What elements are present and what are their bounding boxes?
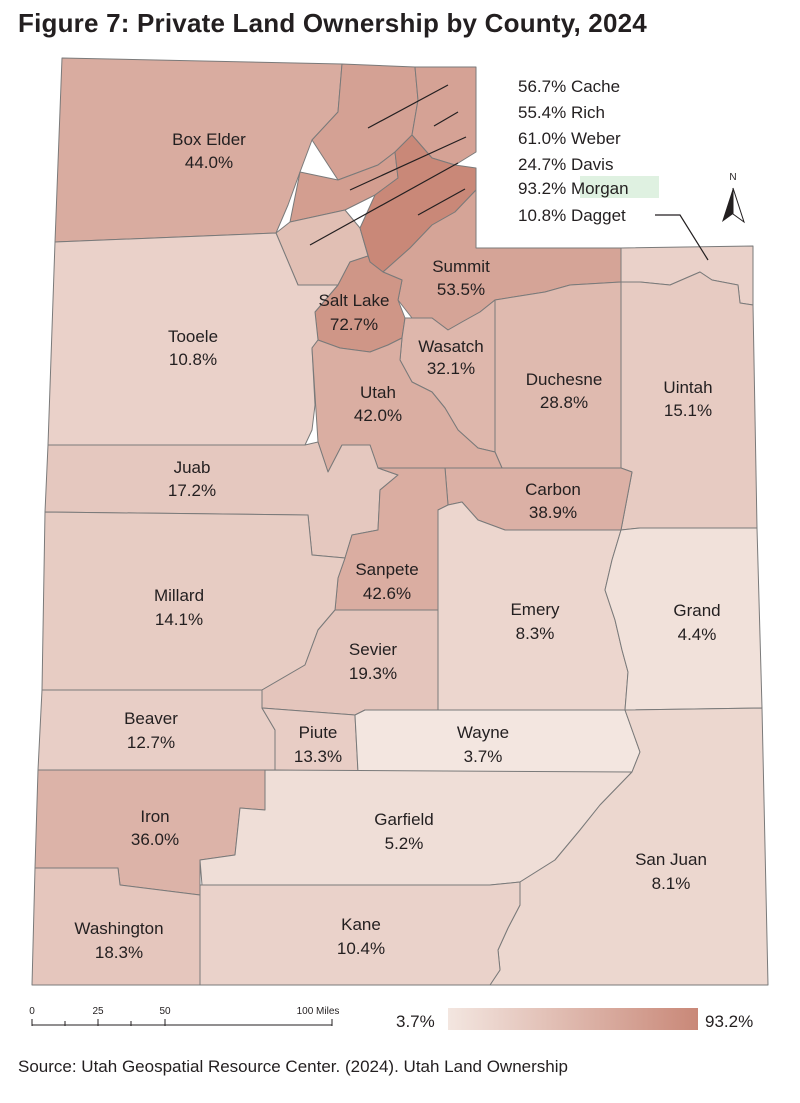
callout-morgan: 93.2% Morgan: [518, 179, 629, 198]
scale-tick-25: 25: [92, 1006, 104, 1017]
north-label: N: [729, 172, 736, 183]
legend-min: 3.7%: [396, 1012, 435, 1031]
color-legend: 3.7% 93.2%: [396, 1008, 753, 1031]
label-summit: Summit 53.5%: [432, 257, 490, 299]
legend-gradient-bar: [448, 1008, 698, 1030]
callout-leaders: [309, 84, 709, 261]
legend-max: 93.2%: [705, 1012, 753, 1031]
scale-tick-0: 0: [29, 1006, 35, 1017]
label-beaver: Beaver 12.7%: [124, 709, 178, 752]
label-washington: Washington 18.3%: [74, 919, 163, 962]
scale-bar: 0 25 50 100 Miles: [29, 1006, 339, 1026]
scale-tick-100: 100 Miles: [297, 1006, 340, 1017]
label-utah: Utah 42.0%: [354, 383, 402, 425]
callout-labels: 56.7% Cache 55.4% Rich 61.0% Weber 24.7%…: [518, 77, 659, 225]
north-arrow-icon: N: [722, 172, 745, 224]
label-wasatch: Wasatch 32.1%: [418, 337, 484, 378]
callout-cache: 56.7% Cache: [518, 77, 620, 96]
morgan-highlight: [580, 176, 659, 198]
label-garfield: Garfield 5.2%: [374, 810, 434, 853]
label-emery: Emery 8.3%: [510, 600, 560, 643]
figure-title: Figure 7: Private Land Ownership by Coun…: [18, 8, 647, 38]
label-duchesne: Duchesne 28.8%: [526, 370, 603, 412]
county-kane[interactable]: [199, 881, 521, 986]
label-juab: Juab 17.2%: [168, 458, 216, 500]
label-kane: Kane 10.4%: [337, 915, 385, 958]
county-grand[interactable]: [604, 527, 763, 711]
label-salt-lake: Salt Lake 72.7%: [319, 291, 390, 334]
utah-county-map: 56.7% Cache 55.4% Rich 61.0% Weber 24.7%…: [29, 57, 769, 1031]
label-sanpete: Sanpete 42.6%: [355, 560, 418, 603]
label-box-elder: Box Elder 44.0%: [172, 130, 246, 172]
label-iron: Iron 36.0%: [131, 807, 179, 849]
label-tooele: Tooele 10.8%: [168, 327, 218, 369]
label-uintah: Uintah 15.1%: [663, 378, 712, 420]
callout-weber: 61.0% Weber: [518, 129, 621, 148]
label-millard: Millard 14.1%: [154, 586, 204, 629]
label-carbon: Carbon 38.9%: [525, 480, 581, 522]
label-sevier: Sevier 19.3%: [349, 640, 398, 683]
source-note: Source: Utah Geospatial Resource Center.…: [18, 1057, 568, 1076]
label-grand: Grand 4.4%: [673, 601, 720, 644]
callout-daggett: 10.8% Dagget: [518, 206, 626, 225]
callout-rich: 55.4% Rich: [518, 103, 605, 122]
label-wayne: Wayne 3.7%: [457, 723, 509, 766]
scale-tick-50: 50: [159, 1006, 171, 1017]
county-beaver[interactable]: [37, 689, 276, 771]
callout-davis: 24.7% Davis: [518, 155, 613, 174]
label-san-juan: San Juan 8.1%: [635, 850, 707, 893]
county-labels: Box Elder 44.0% Summit 53.5% Salt Lake 72.7…: [74, 130, 720, 962]
label-piute: Piute 13.3%: [294, 723, 342, 766]
